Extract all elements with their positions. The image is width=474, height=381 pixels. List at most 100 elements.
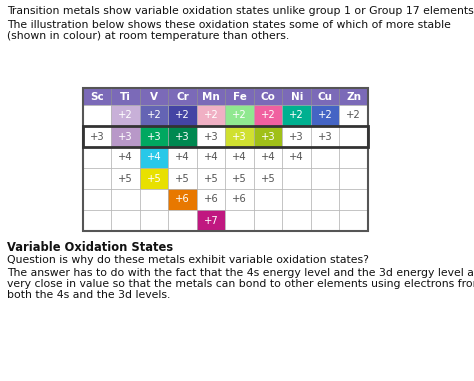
Bar <box>111 88 140 105</box>
Bar <box>83 147 111 168</box>
Bar <box>311 147 339 168</box>
Text: +3: +3 <box>290 131 304 141</box>
Bar <box>197 105 226 126</box>
Text: Sc: Sc <box>91 91 104 101</box>
Bar <box>254 105 283 126</box>
Text: V: V <box>150 91 158 101</box>
Bar <box>140 147 168 168</box>
Text: Cr: Cr <box>176 91 189 101</box>
Bar <box>339 168 368 189</box>
Bar <box>140 88 168 105</box>
Text: +4: +4 <box>204 152 219 163</box>
Bar <box>83 105 111 126</box>
Bar <box>311 88 339 105</box>
Bar <box>168 189 197 210</box>
Bar <box>339 147 368 168</box>
Bar <box>283 168 311 189</box>
Bar <box>140 105 168 126</box>
Text: Transition metals show variable oxidation states unlike group 1 or Group 17 elem: Transition metals show variable oxidatio… <box>7 6 474 16</box>
Text: +3: +3 <box>147 131 162 141</box>
Bar <box>111 126 140 147</box>
Bar <box>168 210 197 231</box>
Bar <box>226 126 254 147</box>
Text: +5: +5 <box>118 173 133 184</box>
Text: both the 4s and the 3d levels.: both the 4s and the 3d levels. <box>7 290 170 300</box>
Text: Ti: Ti <box>120 91 131 101</box>
Bar <box>339 88 368 105</box>
Text: Fe: Fe <box>233 91 246 101</box>
Text: +3: +3 <box>318 131 333 141</box>
Text: Co: Co <box>261 91 276 101</box>
Text: Cu: Cu <box>318 91 333 101</box>
Bar <box>283 189 311 210</box>
Bar <box>311 168 339 189</box>
Bar <box>339 105 368 126</box>
Bar <box>311 210 339 231</box>
Bar <box>311 126 339 147</box>
Bar <box>140 189 168 210</box>
Bar <box>254 147 283 168</box>
Bar <box>254 189 283 210</box>
Text: The answer has to do with the fact that the 4s energy level and the 3d energy le: The answer has to do with the fact that … <box>7 268 474 278</box>
Bar <box>140 126 168 147</box>
Bar <box>311 105 339 126</box>
Bar <box>226 147 254 168</box>
Bar <box>83 88 368 231</box>
Bar <box>168 168 197 189</box>
Bar <box>197 88 226 105</box>
Bar <box>254 126 283 147</box>
Bar <box>283 147 311 168</box>
Bar <box>254 88 283 105</box>
Bar <box>339 189 368 210</box>
Text: +2: +2 <box>346 110 361 120</box>
Bar <box>111 210 140 231</box>
Bar <box>83 126 368 147</box>
Text: Zn: Zn <box>346 91 361 101</box>
Bar <box>226 210 254 231</box>
Text: The illustration below shows these oxidation states some of which of more stable: The illustration below shows these oxida… <box>7 20 451 30</box>
Bar <box>339 126 368 147</box>
Text: +4: +4 <box>118 152 133 163</box>
Text: very close in value so that the metals can bond to other elements using electron: very close in value so that the metals c… <box>7 279 474 289</box>
Bar <box>83 189 111 210</box>
Bar <box>197 147 226 168</box>
Bar <box>283 88 311 105</box>
Bar <box>168 147 197 168</box>
Text: +4: +4 <box>290 152 304 163</box>
Bar <box>197 126 226 147</box>
Bar <box>111 147 140 168</box>
Text: +5: +5 <box>232 173 247 184</box>
Text: +6: +6 <box>175 194 190 205</box>
Text: +5: +5 <box>147 173 162 184</box>
Text: +6: +6 <box>204 194 219 205</box>
Text: (shown in colour) at room temperature than others.: (shown in colour) at room temperature th… <box>7 31 289 41</box>
Text: +3: +3 <box>90 131 105 141</box>
Bar <box>254 210 283 231</box>
Bar <box>197 210 226 231</box>
Bar <box>168 105 197 126</box>
Text: Mn: Mn <box>202 91 220 101</box>
Bar <box>226 105 254 126</box>
Text: +3: +3 <box>261 131 275 141</box>
Text: Ni: Ni <box>291 91 303 101</box>
Bar <box>226 88 254 105</box>
Text: +3: +3 <box>118 131 133 141</box>
Text: +2: +2 <box>232 110 247 120</box>
Bar <box>140 210 168 231</box>
Text: +5: +5 <box>175 173 190 184</box>
Bar <box>168 126 197 147</box>
Bar <box>197 189 226 210</box>
Bar <box>83 126 111 147</box>
Bar <box>168 88 197 105</box>
Bar <box>311 189 339 210</box>
Bar <box>254 168 283 189</box>
Text: +6: +6 <box>232 194 247 205</box>
Bar <box>83 88 111 105</box>
Bar <box>83 88 368 231</box>
Bar <box>283 126 311 147</box>
Bar <box>111 105 140 126</box>
Bar <box>283 105 311 126</box>
Bar <box>140 168 168 189</box>
Bar <box>197 168 226 189</box>
Text: +2: +2 <box>261 110 275 120</box>
